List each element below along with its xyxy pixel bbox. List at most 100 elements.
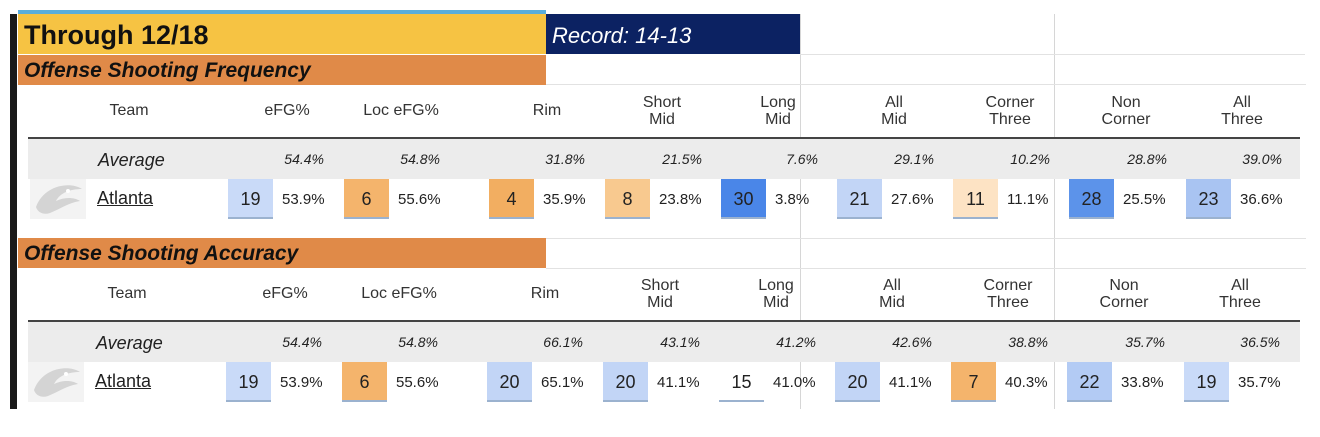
column-header-line: Mid (765, 111, 791, 128)
rank-cell: 8 (605, 179, 650, 219)
column-header: Long Mid (716, 277, 836, 311)
column-header: Loc eFG% (341, 102, 461, 119)
rank-cell: 19 (1184, 362, 1229, 402)
column-header-line: Three (1219, 294, 1261, 311)
column-header-line: Mid (879, 294, 905, 311)
grid-line (546, 268, 1306, 269)
column-header-line: Corner (985, 94, 1035, 111)
rank-cell: 20 (835, 362, 880, 402)
column-header: Team (67, 285, 187, 302)
stat-value: 53.9% (280, 374, 323, 391)
stat-value: 27.6% (891, 191, 934, 208)
header-divider (28, 320, 1300, 322)
stat-value: 35.7% (1238, 374, 1281, 391)
rank-cell: 7 (951, 362, 996, 402)
average-value: 28.8% (1127, 151, 1167, 167)
average-value: 43.1% (660, 334, 700, 350)
column-header-line: Mid (647, 294, 673, 311)
average-value: 66.1% (543, 334, 583, 350)
average-value: 7.6% (786, 151, 818, 167)
column-header: Rim (485, 285, 605, 302)
rank-cell: 4 (489, 179, 534, 219)
team-link[interactable]: Atlanta (95, 371, 152, 391)
column-header-line: Three (1221, 111, 1263, 128)
stat-value: 65.1% (541, 374, 584, 391)
section-title: Offense Shooting Accuracy (18, 238, 546, 268)
rank-cell: 23 (1186, 179, 1231, 219)
stat-value: 53.9% (282, 191, 325, 208)
column-header-line: All (1231, 277, 1249, 294)
column-header-line: Corner (1101, 111, 1151, 128)
stat-value: 41.1% (889, 374, 932, 391)
stat-value: 3.8% (775, 191, 810, 208)
column-header-line: Three (987, 294, 1029, 311)
average-value: 54.4% (284, 151, 324, 167)
record-label: Record: 14-13 (546, 14, 800, 54)
rank-cell: 19 (228, 179, 273, 219)
column-header-line: Non (1109, 277, 1139, 294)
rank-cell: 20 (487, 362, 532, 402)
average-label: Average (98, 150, 165, 170)
column-header: Corner Three (950, 94, 1070, 128)
column-header: Corner Three (948, 277, 1068, 311)
rank-cell: 30 (721, 179, 766, 219)
stat-value: 41.0% (773, 374, 816, 391)
column-header-line: Long (758, 277, 794, 294)
column-header-line: Corner (1099, 294, 1149, 311)
column-header: Non Corner (1064, 277, 1184, 311)
stat-value: 36.6% (1240, 191, 1283, 208)
average-label: Average (96, 333, 163, 353)
column-header-line: Short (642, 94, 682, 111)
average-row (28, 322, 1300, 362)
column-header-line: Long (760, 94, 796, 111)
team-logo-icon (30, 179, 86, 219)
column-header-line: Three (989, 111, 1031, 128)
column-header: Short Mid (602, 94, 722, 128)
column-header-line: Short (640, 277, 680, 294)
stat-value: 41.1% (657, 374, 700, 391)
stat-value: 35.9% (543, 191, 586, 208)
column-header-line: All (1233, 94, 1251, 111)
rank-cell: 6 (342, 362, 387, 402)
rank-cell: 6 (344, 179, 389, 219)
rank-cell: 20 (603, 362, 648, 402)
column-header-line: Mid (881, 111, 907, 128)
column-header-line: Corner (983, 277, 1033, 294)
team-link[interactable]: Atlanta (97, 188, 154, 208)
average-value: 41.2% (776, 334, 816, 350)
sheet-left-border (10, 14, 17, 409)
rank-cell: 22 (1067, 362, 1112, 402)
column-header: All Three (1182, 94, 1302, 128)
column-header-line: Mid (763, 294, 789, 311)
column-header-line: Mid (649, 111, 675, 128)
stat-value: 55.6% (398, 191, 441, 208)
column-header: All Mid (832, 277, 952, 311)
average-value: 31.8% (545, 151, 585, 167)
stat-value: 25.5% (1123, 191, 1166, 208)
average-value: 10.2% (1010, 151, 1050, 167)
column-header-line: Team (109, 102, 149, 119)
average-value: 39.0% (1242, 151, 1282, 167)
stat-value: 55.6% (396, 374, 439, 391)
column-header: Rim (487, 102, 607, 119)
average-value: 21.5% (662, 151, 702, 167)
column-header: All Three (1180, 277, 1300, 311)
column-header-line: All (885, 94, 903, 111)
average-value: 54.8% (400, 151, 440, 167)
rank-cell: 19 (226, 362, 271, 402)
column-header: Non Corner (1066, 94, 1186, 128)
stat-value: 11.1% (1007, 191, 1049, 208)
section-title: Offense Shooting Frequency (18, 55, 546, 85)
average-value: 54.4% (282, 334, 322, 350)
column-header-line: Rim (532, 102, 562, 119)
grid-line (800, 54, 1305, 55)
column-header: eFG% (225, 285, 345, 302)
average-value: 38.8% (1008, 334, 1048, 350)
column-header: Short Mid (600, 277, 720, 311)
column-header-line: All (883, 277, 901, 294)
grid-line (546, 238, 1306, 239)
stat-value: 33.8% (1121, 374, 1164, 391)
team-logo-icon (28, 362, 84, 402)
stat-value: 40.3% (1005, 374, 1048, 391)
column-header-line: Loc eFG% (361, 285, 437, 302)
